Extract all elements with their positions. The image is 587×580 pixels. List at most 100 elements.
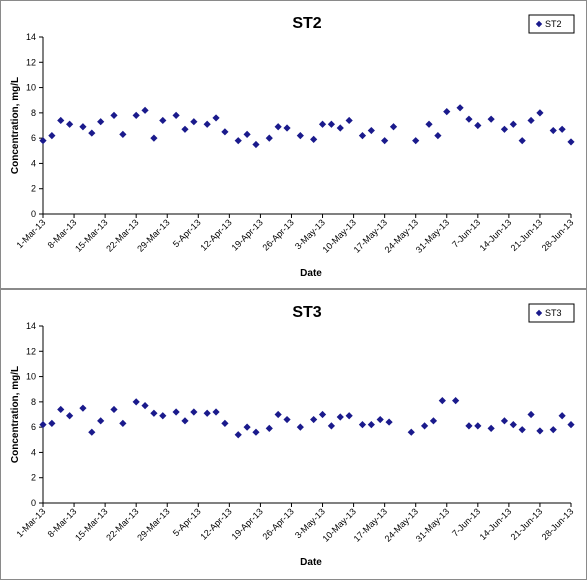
data-point	[318, 410, 327, 419]
data-point	[252, 428, 260, 436]
y-tick-label: 8	[31, 397, 36, 407]
legend-marker	[535, 20, 543, 28]
data-point	[181, 125, 189, 133]
x-tick-label: 21-Jun-13	[509, 506, 545, 542]
data-point	[79, 123, 87, 131]
data-point	[66, 412, 74, 420]
data-point	[345, 412, 353, 420]
x-tick-label: 5-Apr-13	[171, 217, 203, 249]
data-point	[500, 125, 509, 133]
data-point	[500, 417, 509, 425]
data-point	[465, 115, 473, 123]
data-point	[150, 134, 158, 142]
y-tick-label: 0	[31, 209, 36, 219]
data-point	[159, 412, 167, 420]
data-point	[549, 426, 557, 434]
data-point	[327, 422, 336, 430]
data-point	[549, 126, 557, 135]
x-axis-label: Date	[300, 268, 322, 279]
data-point	[172, 408, 180, 416]
data-point	[443, 107, 451, 116]
x-tick-label: 12-Apr-13	[198, 217, 233, 252]
data-point	[296, 132, 304, 140]
data-point	[110, 405, 118, 414]
legend-label: ST3	[545, 308, 562, 318]
y-tick-label: 14	[26, 321, 36, 331]
y-tick-label: 14	[26, 32, 36, 42]
x-axis-label: Date	[300, 557, 322, 568]
data-point	[518, 426, 526, 434]
legend-box	[528, 303, 575, 323]
data-point	[119, 130, 127, 138]
chart-panel-st2: ST2 0 2 4 6 8 10 12 14 1-Mar-13 8-Mar-13 15-Mar-13 2…	[0, 0, 587, 289]
x-tick-label: 14-Jun-13	[478, 506, 514, 542]
data-point	[243, 130, 251, 138]
data-point	[318, 120, 327, 128]
y-tick-label: 10	[26, 372, 36, 382]
data-point	[438, 396, 446, 405]
data-point	[141, 106, 149, 114]
data-point	[48, 419, 56, 427]
data-point	[212, 114, 220, 122]
data-point	[558, 412, 566, 420]
data-point	[119, 419, 127, 427]
x-tick-label: 22-Mar-13	[104, 217, 140, 253]
data-point	[336, 124, 344, 132]
data-point	[389, 123, 398, 131]
legend-box	[528, 14, 575, 34]
data-point	[509, 120, 517, 128]
data-point	[465, 422, 473, 430]
y-tick-label: 12	[26, 346, 36, 356]
data-point	[234, 431, 242, 439]
chart-title: ST3	[292, 304, 321, 321]
data-point	[57, 116, 65, 125]
y-tick-label: 2	[31, 473, 36, 483]
data-point	[310, 415, 318, 424]
data-point	[527, 410, 535, 419]
data-point	[181, 417, 189, 425]
x-tick-label: 7-Jun-13	[450, 217, 482, 249]
data-point	[48, 132, 56, 140]
data-point	[221, 128, 229, 136]
data-point	[536, 427, 544, 435]
y-tick-label: 0	[31, 498, 36, 508]
data-point	[274, 123, 282, 131]
x-tick-label: 31-May-13	[414, 506, 451, 543]
x-tick-label: 22-Mar-13	[104, 506, 140, 542]
data-point	[243, 423, 251, 431]
x-tick-label: 29-Mar-13	[135, 506, 171, 542]
data-point	[296, 423, 304, 431]
y-tick-label: 2	[31, 184, 36, 194]
x-tick-label: 28-Jun-13	[540, 217, 576, 253]
x-tick-label: 19-Apr-13	[229, 217, 264, 252]
data-point	[527, 116, 535, 125]
y-tick-label: 8	[31, 108, 36, 118]
data-point	[110, 111, 118, 119]
y-tick-label: 4	[31, 447, 36, 457]
data-point	[203, 120, 211, 128]
data-point	[474, 422, 482, 430]
x-tick-label: 1-Mar-13	[15, 506, 48, 539]
data-point	[283, 124, 291, 132]
data-point	[381, 137, 389, 145]
data-point	[283, 415, 291, 424]
x-tick-label: 21-Jun-13	[509, 217, 545, 253]
x-tick-label: 15-Mar-13	[73, 217, 109, 253]
data-point	[407, 428, 415, 436]
legend-label: ST2	[545, 19, 562, 29]
chart-svg-st2: ST2024681012141-Mar-138-Mar-1315-Mar-132…	[10, 14, 576, 279]
data-point	[79, 404, 87, 412]
data-point	[558, 125, 566, 133]
data-point	[132, 111, 140, 119]
data-point	[420, 422, 429, 430]
x-tick-label: 14-Jun-13	[478, 217, 514, 253]
data-point	[132, 398, 140, 406]
chart-title: ST2	[292, 15, 321, 32]
data-point	[358, 132, 367, 140]
data-point	[172, 111, 180, 119]
x-tick-label: 12-Apr-13	[198, 506, 233, 541]
data-point	[429, 417, 438, 425]
data-point	[518, 137, 526, 145]
y-tick-label: 12	[26, 57, 36, 67]
x-tick-label: 7-Jun-13	[450, 506, 482, 538]
